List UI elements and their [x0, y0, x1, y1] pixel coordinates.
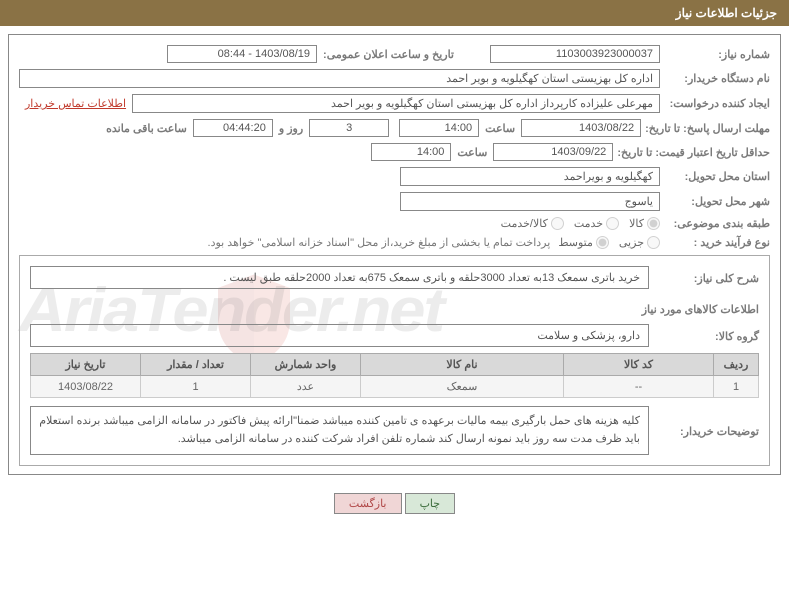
th-date: تاریخ نیاز — [31, 354, 141, 376]
back-button[interactable]: بازگشت — [334, 493, 402, 514]
proc-medium-radio[interactable] — [596, 236, 609, 249]
time-label-2: ساعت — [451, 146, 493, 159]
table-row: 1 -- سمعک عدد 1 1403/08/22 — [31, 376, 759, 398]
cell-name: سمعک — [361, 376, 564, 398]
th-unit: واحد شمارش — [251, 354, 361, 376]
cat-service-radio[interactable] — [606, 217, 619, 230]
proc-small-option[interactable]: جزیی — [619, 236, 660, 249]
summary-value: خرید باتری سمعک 13به تعداد 3000حلقه و با… — [30, 266, 649, 289]
buyer-notes-value: کلیه هزینه های حمل بارگیری بیمه مالیات ب… — [30, 406, 649, 455]
buyer-contact-link[interactable]: اطلاعات تماس خریدار — [19, 97, 132, 110]
process-radio-group: جزیی متوسط — [558, 236, 660, 249]
requester-value: مهرعلی علیزاده کارپرداز اداره کل بهزیستی… — [132, 94, 660, 113]
th-qty: تعداد / مقدار — [141, 354, 251, 376]
main-panel: AriaTender.net شماره نیاز: 1103003923000… — [8, 34, 781, 475]
cell-row: 1 — [714, 376, 759, 398]
payment-note: پرداخت تمام یا بخشی از مبلغ خرید،از محل … — [208, 236, 559, 249]
deadline-label: مهلت ارسال پاسخ: تا تاریخ: — [641, 122, 770, 135]
proc-medium-option[interactable]: متوسط — [558, 236, 609, 249]
city-label: شهر محل تحویل: — [660, 195, 770, 208]
province-label: استان محل تحویل: — [660, 170, 770, 183]
validity-date-value: 1403/09/22 — [493, 143, 613, 161]
need-number-value: 1103003923000037 — [490, 45, 660, 63]
panel-header: جزئیات اطلاعات نیاز — [0, 0, 789, 26]
countdown-value: 04:44:20 — [193, 119, 273, 137]
days-and-label: روز و — [273, 122, 309, 135]
panel-title: جزئیات اطلاعات نیاز — [676, 6, 777, 20]
days-remaining-value: 3 — [309, 119, 389, 137]
th-code: کد کالا — [564, 354, 714, 376]
announce-date-value: 1403/08/19 - 08:44 — [167, 45, 317, 63]
cat-service-option[interactable]: خدمت — [574, 217, 619, 230]
validity-time-value: 14:00 — [371, 143, 451, 161]
button-bar: چاپ بازگشت — [0, 483, 789, 524]
print-button[interactable]: چاپ — [405, 493, 456, 514]
details-sub-panel: شرح کلی نیاز: خرید باتری سمعک 13به تعداد… — [19, 255, 770, 466]
deadline-time-value: 14:00 — [399, 119, 479, 137]
buyer-org-value: اداره کل بهزیستی استان کهگیلویه و بویر ا… — [19, 69, 660, 88]
category-label: طبقه بندی موضوعی: — [660, 217, 770, 230]
cat-goods-option[interactable]: کالا — [629, 217, 660, 230]
th-name: نام کالا — [361, 354, 564, 376]
summary-label: شرح کلی نیاز: — [649, 272, 759, 285]
cell-code: -- — [564, 376, 714, 398]
category-radio-group: کالا خدمت کالا/خدمت — [501, 217, 660, 230]
buyer-notes-label: توضیحات خریدار: — [649, 425, 759, 438]
proc-small-radio[interactable] — [647, 236, 660, 249]
remaining-label: ساعت باقی مانده — [100, 122, 193, 135]
cat-both-option[interactable]: کالا/خدمت — [501, 217, 564, 230]
goods-info-title: اطلاعات کالاهای مورد نیاز — [642, 303, 759, 316]
city-value: یاسوج — [400, 192, 660, 211]
validity-label: حداقل تاریخ اعتبار قیمت: تا تاریخ: — [613, 146, 770, 159]
time-label-1: ساعت — [479, 122, 521, 135]
goods-table: ردیف کد کالا نام کالا واحد شمارش تعداد /… — [30, 353, 759, 398]
buyer-org-label: نام دستگاه خریدار: — [660, 72, 770, 85]
requester-label: ایجاد کننده درخواست: — [660, 97, 770, 110]
th-row: ردیف — [714, 354, 759, 376]
cell-date: 1403/08/22 — [31, 376, 141, 398]
cell-qty: 1 — [141, 376, 251, 398]
deadline-date-value: 1403/08/22 — [521, 119, 641, 137]
cat-both-radio[interactable] — [551, 217, 564, 230]
cat-goods-radio[interactable] — [647, 217, 660, 230]
cell-unit: عدد — [251, 376, 361, 398]
group-value: دارو، پزشکی و سلامت — [30, 324, 649, 347]
process-label: نوع فرآیند خرید : — [660, 236, 770, 249]
announce-date-label: تاریخ و ساعت اعلان عمومی: — [317, 48, 460, 61]
group-label: گروه کالا: — [649, 330, 759, 343]
province-value: کهگیلویه و بویراحمد — [400, 167, 660, 186]
need-number-label: شماره نیاز: — [660, 48, 770, 61]
